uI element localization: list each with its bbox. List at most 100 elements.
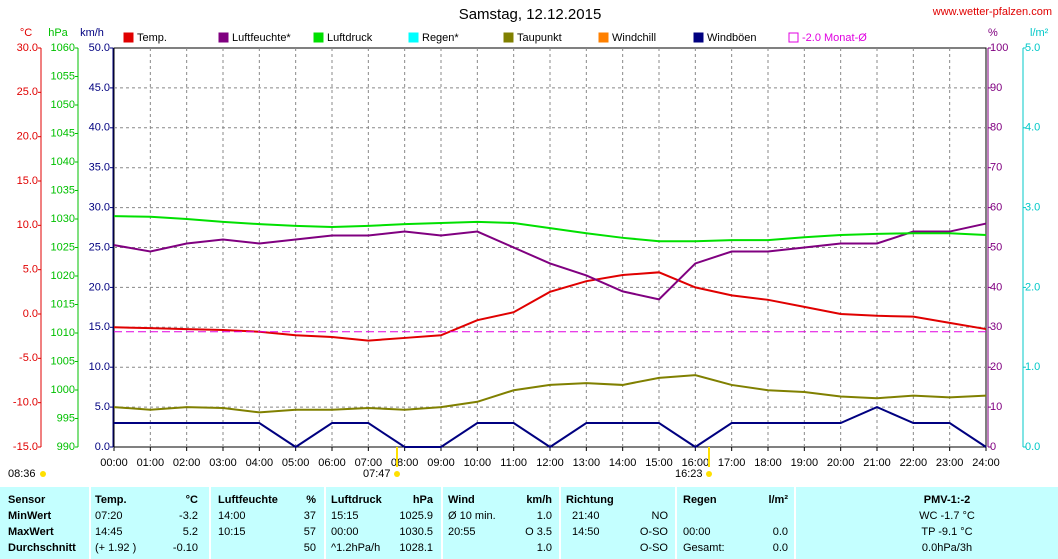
table-cell: 15:15 xyxy=(331,510,359,522)
table-cell: -3.2 xyxy=(179,510,198,522)
y-tick-label: 1045 xyxy=(51,127,75,139)
table-header: Temp. xyxy=(95,494,127,506)
annotation-dot xyxy=(40,471,46,477)
table-cell: 10:15 xyxy=(218,526,246,538)
y-tick-label: 1040 xyxy=(51,156,75,168)
table-header: PMV-1:-2 xyxy=(924,494,970,506)
table-cell: 1.0 xyxy=(537,542,552,554)
x-tick-label: 01:00 xyxy=(137,457,165,469)
y-tick-label: 1025 xyxy=(51,241,75,253)
annotation-dot xyxy=(394,471,400,477)
table-cell: Ø 10 min. xyxy=(448,510,496,522)
table-header: km/h xyxy=(526,494,552,506)
row-label: MaxWert xyxy=(8,526,54,538)
y-tick-label: 990 xyxy=(57,441,75,453)
table-header: % xyxy=(306,494,316,506)
y-tick-label: 5.0 xyxy=(95,401,110,413)
y-tick-label: 3.0 xyxy=(1025,202,1040,214)
y-tick-label: -5.0 xyxy=(19,352,38,364)
y-tick-label: 30 xyxy=(990,321,1002,333)
x-tick-label: 16:00 xyxy=(682,457,710,469)
table-cell: 20:55 xyxy=(448,526,476,538)
y-tick-label: 10.0 xyxy=(89,361,110,373)
legend-label: Luftfeuchte* xyxy=(232,32,291,44)
x-tick-label: 18:00 xyxy=(754,457,782,469)
series-line xyxy=(113,222,987,301)
y-tick-label: 15.0 xyxy=(89,321,110,333)
table-cell: 1.0 xyxy=(537,510,552,522)
legend-swatch xyxy=(598,32,609,43)
table-cell: 21:40 xyxy=(572,510,600,522)
y-tick-label: 100 xyxy=(990,42,1008,54)
y-tick-label: 20 xyxy=(990,361,1002,373)
y-tick-label: 1000 xyxy=(51,384,75,396)
table-cell: 50 xyxy=(304,542,316,554)
y-tick-label: 80 xyxy=(990,122,1002,134)
table-cell: 14:00 xyxy=(218,510,246,522)
y-tick-label: 35.0 xyxy=(89,162,110,174)
x-tick-label: 20:00 xyxy=(827,457,855,469)
y-tick-label: 5.0 xyxy=(1025,42,1040,54)
x-tick-label: 23:00 xyxy=(936,457,964,469)
y-tick-label: 1060 xyxy=(51,42,75,54)
y-tick-label: 10.0 xyxy=(17,219,38,231)
table-cell: 00:00 xyxy=(331,526,359,538)
y-tick-label: 15.0 xyxy=(17,175,38,187)
legend-label: Luftdruck xyxy=(327,32,373,44)
annotation: 08:36 xyxy=(8,468,36,480)
row-label: MinWert xyxy=(8,510,52,522)
y-tick-label: -10.0 xyxy=(13,397,38,409)
legend-swatch xyxy=(503,32,514,43)
x-tick-label: 15:00 xyxy=(645,457,673,469)
table-cell: WC -1.7 °C xyxy=(919,510,975,522)
table-cell: 1025.9 xyxy=(399,510,433,522)
y-tick-label: 50 xyxy=(990,241,1002,253)
x-tick-label: 13:00 xyxy=(573,457,601,469)
axis-unit: % xyxy=(988,27,998,39)
x-tick-label: 10:00 xyxy=(464,457,492,469)
axis-unit: l/m² xyxy=(1030,27,1049,39)
x-tick-label: 12:00 xyxy=(536,457,564,469)
legend-label: Windböen xyxy=(707,32,757,44)
table-cell: 1028.1 xyxy=(399,542,433,554)
table-cell: -0.10 xyxy=(173,542,198,554)
series-line xyxy=(114,406,987,449)
x-tick-label: 09:00 xyxy=(427,457,455,469)
table-header: Richtung xyxy=(566,494,614,506)
table-cell: ^1.2hPa/h xyxy=(331,542,380,554)
x-tick-label: 17:00 xyxy=(718,457,746,469)
row-label: Durchschnitt xyxy=(8,542,76,554)
x-tick-label: 21:00 xyxy=(863,457,891,469)
x-tick-label: 06:00 xyxy=(318,457,346,469)
table-cell: O-SO xyxy=(640,526,669,538)
y-tick-label: 4.0 xyxy=(1025,122,1040,134)
axis-unit: °C xyxy=(20,27,32,39)
table-cell: 07:20 xyxy=(95,510,123,522)
x-tick-label: 04:00 xyxy=(246,457,274,469)
chart-title: Samstag, 12.12.2015 xyxy=(459,6,602,23)
y-tick-label: -15.0 xyxy=(13,441,38,453)
table-header: Wind xyxy=(448,494,475,506)
table-cell: 14:45 xyxy=(95,526,123,538)
x-tick-label: 00:00 xyxy=(100,457,128,469)
table-cell: 00:00 xyxy=(683,526,711,538)
y-tick-label: 0 xyxy=(990,441,996,453)
y-tick-label: 1030 xyxy=(51,213,75,225)
legend-swatch xyxy=(693,32,704,43)
y-tick-label: 45.0 xyxy=(89,82,110,94)
y-tick-label: 25.0 xyxy=(17,86,38,98)
table-cell: TP -9.1 °C xyxy=(921,526,972,538)
source: www.wetter-pfalzen.com xyxy=(932,6,1052,18)
y-tick-label: 20.0 xyxy=(17,131,38,143)
x-tick-label: 19:00 xyxy=(791,457,819,469)
y-tick-label: 70 xyxy=(990,162,1002,174)
table-header: Regen xyxy=(683,494,717,506)
y-tick-label: 5.0 xyxy=(23,264,38,276)
table-header: hPa xyxy=(413,494,434,506)
table-dividers xyxy=(89,487,796,559)
x-tick-label: 08:00 xyxy=(391,457,419,469)
table-header: Luftfeuchte xyxy=(218,494,278,506)
table-cell: 57 xyxy=(304,526,316,538)
x-tick-label: 24:00 xyxy=(972,457,1000,469)
